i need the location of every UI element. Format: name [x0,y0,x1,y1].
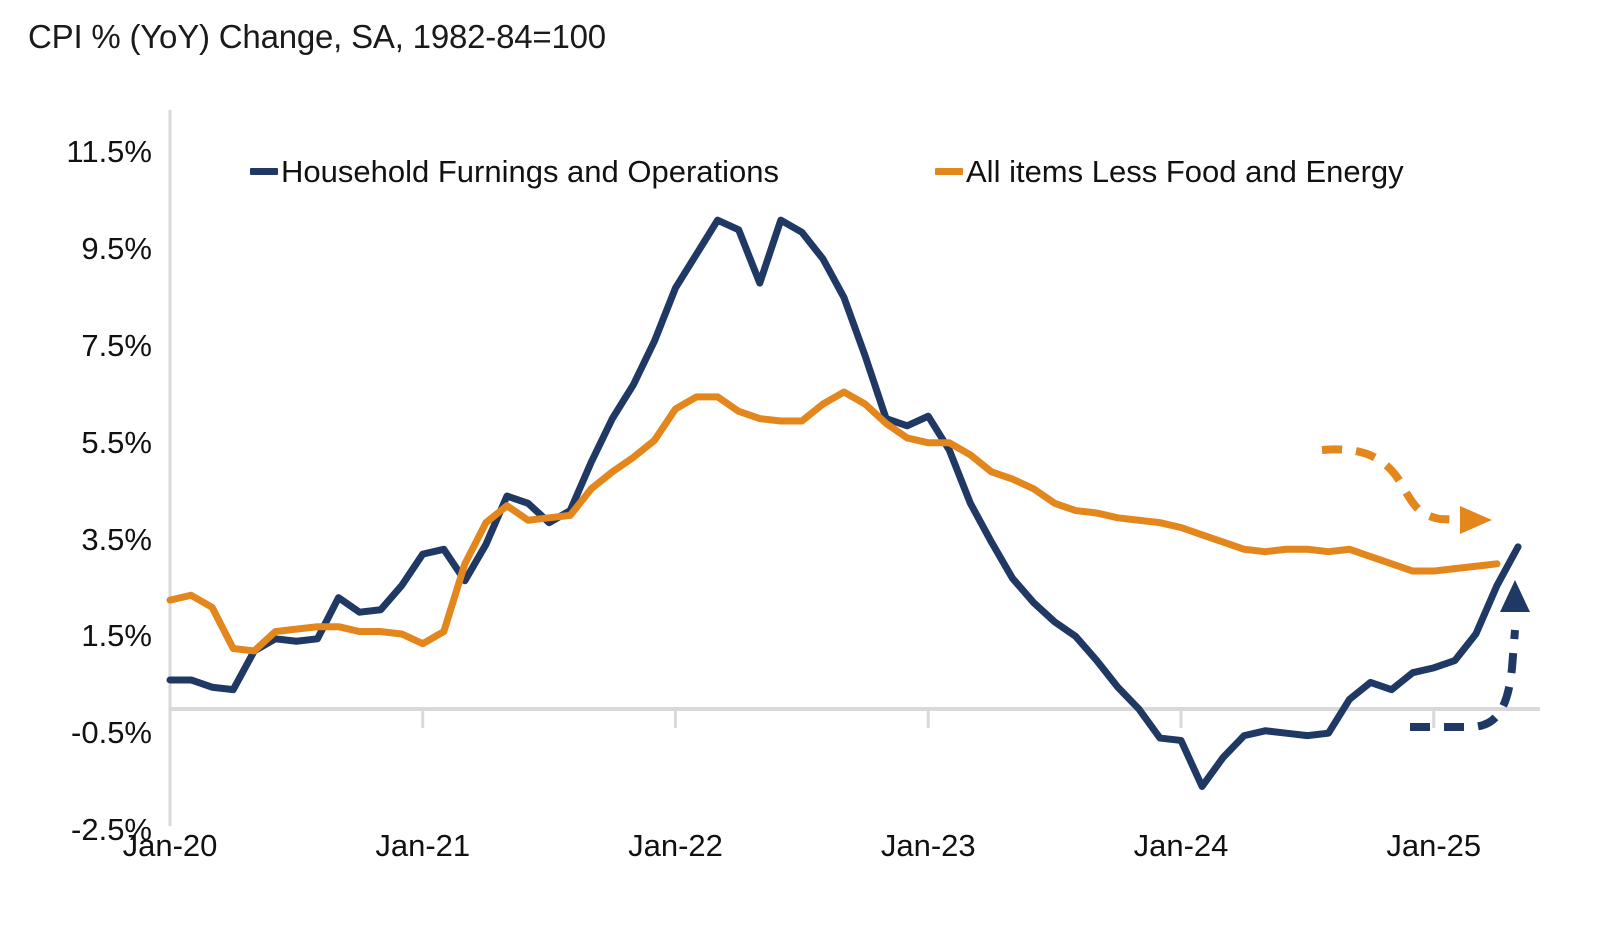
orange-trend-arrow-line [1321,445,1469,524]
y-axis-labels: -2.5% -0.5% 1.5% 3.5% 5.5% 7.5% 9.5% 11.5% [0,0,152,941]
series-line-core-cpi [166,388,1501,655]
y-axis-tick-label: 11.5% [66,134,152,170]
y-axis-tick-label: 3.5% [81,521,152,557]
series-lines [166,216,1522,790]
blue-trend-arrow-line [1410,629,1519,731]
y-axis-tick-label: 5.5% [81,424,152,460]
legend-color-swatch-icon [250,167,278,175]
y-axis-tick-label: -2.5% [71,812,152,847]
legend-item[interactable]: All items Less Food and Energy [935,148,1404,194]
x-axis-tick-label: Jan-25 [1386,828,1482,863]
y-axis-tick-label: 9.5% [81,231,152,267]
x-axis-tick-label: Jan-23 [880,828,976,863]
legend-item-label: All items Less Food and Energy [966,153,1404,189]
y-axis-tick-label: 1.5% [81,618,152,654]
blue-trend-arrow-head [1500,580,1530,612]
x-axis-tick-label: Jan-20 [122,828,218,863]
x-axis-tick-label: Jan-22 [628,828,723,863]
y-axis-tick-label: 7.5% [81,328,152,363]
orange-trend-arrow-head [1460,506,1492,534]
annotation-arrows [1321,445,1530,731]
x-axis-ticks [421,711,1436,728]
legend-color-swatch-icon [935,167,963,175]
legend-item-label: Household Furnings and Operations [281,153,780,189]
legend-item[interactable]: Household Furnings and Operations [250,148,779,194]
page-title: CPI % (YoY) Change, SA, 1982-84=100 [28,18,606,55]
chart-legend: Household Furnings and Operations All ite… [250,148,1450,194]
x-axis-tick-label: Jan-24 [1133,828,1229,863]
x-axis-tick-label: Jan-21 [375,828,471,863]
y-axis-tick-label: -0.5% [71,715,152,751]
series-line-household-furnishings [166,216,1522,790]
